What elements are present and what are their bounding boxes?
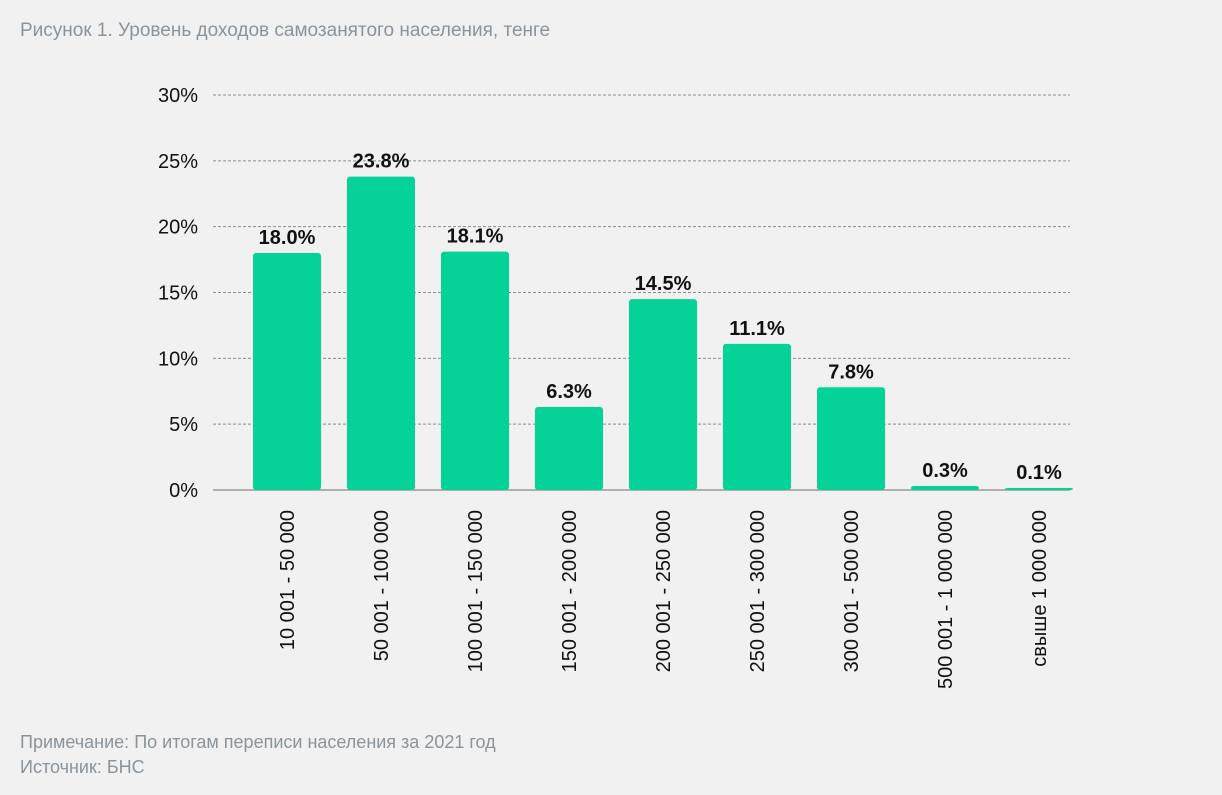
data-labels: 18.0% 23.8% 18.1% 6.3% 14.5% 11.1% 7.8% 0.3% 0.1…	[259, 151, 1062, 484]
y-tick-label: 30%	[158, 85, 198, 107]
y-tick-label: 25%	[158, 151, 198, 173]
data-label: 0.3%	[922, 460, 968, 482]
y-tick-label: 0%	[169, 480, 198, 502]
y-tick-label: 10%	[158, 348, 198, 370]
x-tick-label: 50 001 - 100 000	[371, 510, 393, 661]
bar	[817, 387, 885, 490]
chart-note: Примечание: По итогам переписи населения…	[20, 732, 496, 752]
bars	[253, 176, 1073, 490]
bar	[723, 343, 791, 490]
x-tick-label: 300 001 - 500 000	[841, 510, 863, 672]
x-tick-label: 200 001 - 250 000	[653, 510, 675, 672]
bar	[911, 486, 979, 490]
data-label: 0.1%	[1016, 462, 1062, 484]
y-tick-label: 15%	[158, 283, 198, 305]
x-tick-label: свыше 1 000 000	[1029, 510, 1051, 667]
bar	[441, 251, 509, 490]
data-label: 6.3%	[546, 381, 592, 403]
bar-chart: 0%5%10%15%20%25%30% 18.0%23.8%18.1%6.3%1…	[158, 85, 1073, 689]
chart-title: Рисунок 1. Уровень доходов самозанятого …	[20, 20, 551, 41]
bar	[347, 176, 415, 490]
x-tick-label: 500 001 - 1 000 000	[935, 510, 957, 689]
x-tick-label: 250 001 - 300 000	[747, 510, 769, 672]
bar	[535, 407, 603, 490]
data-label: 18.0%	[259, 227, 316, 249]
bar	[629, 299, 697, 490]
data-label: 11.1%	[729, 318, 785, 340]
x-tick-label: 10 001 - 50 000	[277, 510, 299, 650]
x-tick-label: 150 001 - 200 000	[559, 510, 581, 672]
bar	[1005, 488, 1073, 490]
chart-source: Источник: БНС	[20, 757, 145, 777]
y-tick-label: 20%	[158, 217, 198, 239]
data-label: 7.8%	[828, 361, 874, 383]
y-axis-tick-labels: 0% 5% 10% 15% 20% 25% 30%	[158, 85, 198, 502]
bar	[253, 253, 321, 490]
x-axis-tick-labels: 10 001 - 50 000 50 001 - 100 000 100 001 -…	[277, 510, 1051, 689]
data-label: 14.5%	[635, 273, 692, 295]
y-tick-label: 5%	[169, 414, 198, 436]
x-tick-label: 100 001 - 150 000	[465, 510, 487, 672]
data-label: 18.1%	[447, 226, 504, 248]
data-label: 23.8%	[353, 151, 410, 173]
